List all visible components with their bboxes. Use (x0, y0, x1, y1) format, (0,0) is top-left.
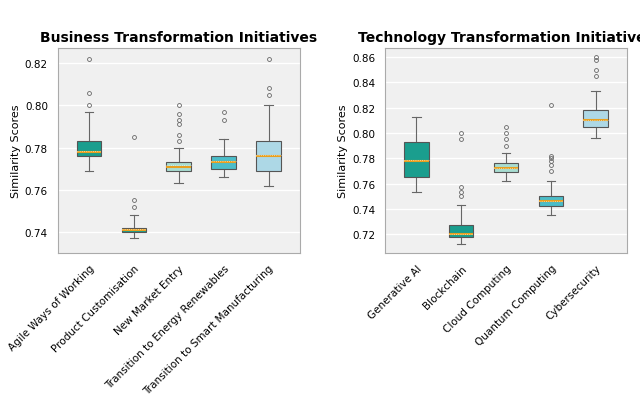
Bar (256, 142, 281, 171)
Y-axis label: Similarity Scores: Similarity Scores (338, 105, 348, 198)
Bar (449, 226, 474, 237)
Title: Business Transformation Initiatives: Business Transformation Initiatives (40, 31, 317, 45)
Bar (584, 111, 608, 127)
Bar (211, 157, 236, 169)
Bar (122, 228, 147, 232)
Bar (77, 142, 101, 157)
Bar (493, 164, 518, 173)
Bar (538, 197, 563, 207)
Title: Technology Transformation Initiatives: Technology Transformation Initiatives (358, 31, 640, 45)
Y-axis label: Similarity Scores: Similarity Scores (11, 105, 20, 198)
Bar (404, 142, 429, 178)
Bar (166, 163, 191, 171)
